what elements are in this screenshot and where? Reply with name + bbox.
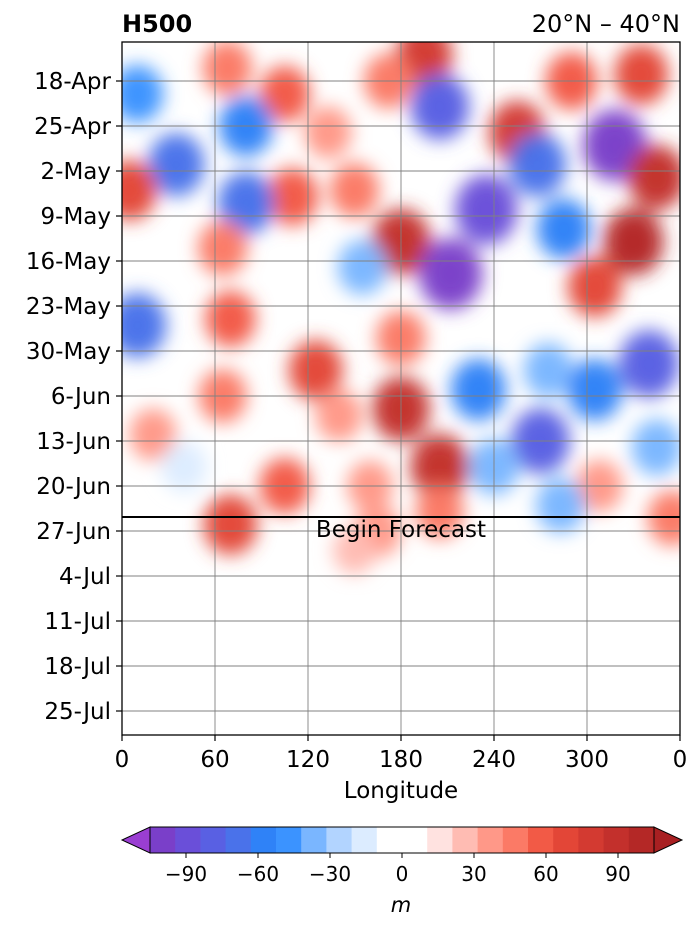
y-axis: 18-Apr 25-Apr 2-May 9-May 16-May 23-May 30-May… bbox=[26, 69, 122, 725]
x-tick-label: 0 bbox=[673, 747, 688, 773]
colorbar-swatch bbox=[276, 827, 302, 853]
y-tick-label: 25-Apr bbox=[34, 114, 111, 140]
colorbar-swatch bbox=[477, 827, 504, 853]
colorbar-swatch bbox=[225, 827, 252, 853]
colorbar-tick-label: 60 bbox=[533, 862, 558, 886]
anomaly-core bbox=[582, 375, 608, 404]
colorbar-tick-label: 0 bbox=[396, 862, 409, 886]
y-tick-label: 11-Jul bbox=[44, 609, 111, 635]
chart-title-right: 20°N – 40°N bbox=[532, 10, 680, 38]
anomaly-core bbox=[303, 356, 328, 384]
anomaly-core bbox=[211, 235, 234, 261]
y-tick-label: 18-Jul bbox=[44, 654, 111, 680]
colorbar-swatch bbox=[502, 827, 529, 853]
anomaly-core bbox=[426, 451, 454, 482]
anomaly-core bbox=[273, 81, 297, 107]
anomaly-core bbox=[351, 255, 374, 280]
anomaly-core bbox=[436, 257, 465, 291]
colorbar-swatch bbox=[603, 827, 630, 853]
anomaly-core bbox=[643, 162, 670, 192]
colorbar-swatch bbox=[175, 827, 201, 853]
begin-forecast-label: Begin Forecast bbox=[316, 517, 486, 543]
colorbar-swatch bbox=[528, 827, 554, 853]
colorbar-tick-label: −60 bbox=[237, 862, 279, 886]
colorbar-tick-label: −30 bbox=[309, 862, 351, 886]
colorbar-label: m bbox=[391, 893, 411, 917]
anomaly-core bbox=[163, 150, 190, 179]
colorbar-swatch bbox=[351, 827, 378, 853]
anomaly-field bbox=[122, 42, 680, 575]
colorbar-swatch bbox=[452, 827, 479, 853]
anomaly-core bbox=[317, 120, 339, 145]
anomaly-core bbox=[328, 403, 350, 428]
colorbar-swatch bbox=[427, 827, 453, 853]
anomaly-core bbox=[472, 193, 501, 226]
anomaly-core bbox=[233, 188, 259, 218]
anomaly-core bbox=[619, 226, 648, 257]
x-tick-label: 0 bbox=[115, 747, 130, 773]
x-axis: 0 60 120 180 240 300 0 bbox=[115, 735, 688, 773]
anomaly-core bbox=[124, 310, 151, 340]
anomaly-core bbox=[537, 357, 560, 383]
colorbar-swatch bbox=[553, 827, 579, 853]
anomaly-core bbox=[125, 80, 150, 107]
colorbar-swatch bbox=[250, 827, 277, 853]
chart-title-left: H500 bbox=[122, 10, 192, 38]
anomaly-core bbox=[466, 375, 491, 404]
colorbar-swatch bbox=[326, 827, 353, 853]
anomaly-core bbox=[426, 91, 454, 122]
colorbar-swatch bbox=[628, 827, 655, 853]
anomaly-core bbox=[173, 455, 195, 479]
y-tick-label: 27-Jun bbox=[36, 519, 111, 545]
x-tick-label: 240 bbox=[472, 747, 516, 773]
anomaly-core bbox=[344, 539, 365, 562]
anomaly-core bbox=[280, 183, 305, 210]
anomaly-core bbox=[582, 273, 607, 301]
colorbar-swatch bbox=[402, 827, 428, 853]
anomaly-core bbox=[219, 306, 242, 332]
y-tick-label: 18-Apr bbox=[34, 69, 111, 95]
colorbar-swatch bbox=[578, 827, 605, 853]
y-tick-label: 4-Jul bbox=[59, 564, 111, 590]
anomaly-core bbox=[549, 492, 572, 518]
colorbar-extend-high bbox=[653, 826, 684, 854]
y-tick-label: 13-Jun bbox=[36, 429, 111, 455]
y-tick-label: 30-May bbox=[26, 339, 111, 365]
y-tick-label: 16-May bbox=[26, 249, 111, 275]
x-tick-label: 120 bbox=[286, 747, 330, 773]
colorbar-tick-label: 90 bbox=[605, 862, 630, 886]
anomaly-core bbox=[216, 55, 239, 81]
anomaly-core bbox=[551, 215, 576, 243]
y-tick-label: 6-Jun bbox=[51, 384, 111, 410]
x-tick-label: 300 bbox=[565, 747, 609, 773]
colorbar: −90 −60 −30 0 30 60 90 bbox=[120, 826, 684, 886]
anomaly-core bbox=[661, 505, 680, 531]
anomaly-core bbox=[218, 510, 243, 539]
colorbar-swatch bbox=[301, 827, 327, 853]
colorbar-tick-label: −90 bbox=[165, 862, 207, 886]
anomaly-core bbox=[343, 177, 366, 203]
colorbar-extend-low bbox=[120, 826, 151, 854]
anomaly-core bbox=[645, 434, 669, 461]
y-tick-label: 20-Jun bbox=[36, 474, 111, 500]
anomaly-core bbox=[635, 348, 663, 380]
colorbar-swatch bbox=[200, 827, 227, 853]
anomaly-core bbox=[629, 60, 654, 89]
y-tick-label: 2-May bbox=[41, 159, 111, 185]
anomaly-core bbox=[411, 42, 438, 70]
y-tick-label: 9-May bbox=[41, 204, 111, 230]
colorbar-swatch bbox=[376, 827, 403, 853]
y-tick-label: 25-Jul bbox=[44, 699, 111, 725]
y-tick-label: 23-May bbox=[26, 294, 111, 320]
x-tick-label: 60 bbox=[200, 747, 229, 773]
anomaly-core bbox=[524, 150, 551, 180]
anomaly-core bbox=[142, 422, 164, 447]
anomaly-core bbox=[600, 129, 630, 162]
colorbar-tick-label: 30 bbox=[461, 862, 486, 886]
anomaly-core bbox=[122, 176, 142, 204]
colorbar-swatch bbox=[150, 827, 176, 853]
x-axis-label: Longitude bbox=[344, 778, 458, 804]
x-tick-label: 180 bbox=[379, 747, 423, 773]
